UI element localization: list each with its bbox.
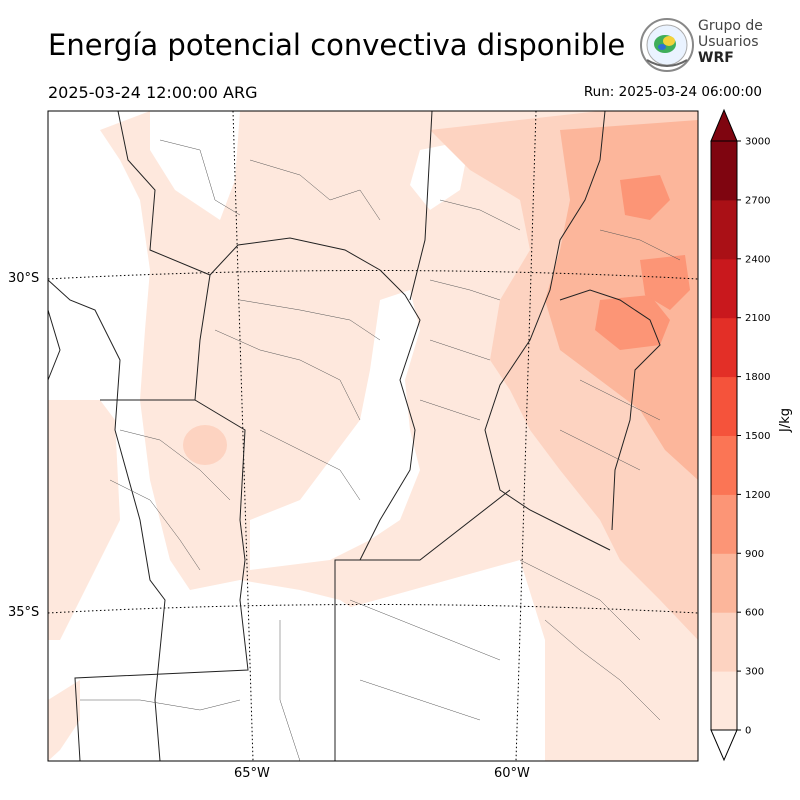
logo-emblem-icon: [640, 18, 694, 72]
logo-line-2: Usuarios: [698, 34, 759, 50]
colorbar-units: J/kg: [778, 408, 793, 432]
parallel-35s: [47, 604, 699, 614]
logo-line-1: Grupo de: [698, 18, 763, 34]
cape-gap-1: [250, 290, 420, 570]
cape-band-900-1200-c: [640, 255, 690, 310]
cape-band-900-1200-a: [595, 295, 670, 350]
colorbar-tick-label-600: 600: [745, 608, 764, 619]
colorbar-tick-label-2400: 2400: [745, 254, 770, 265]
colorbar-tick-label-1500: 1500: [745, 431, 770, 442]
map-frame: [47, 110, 699, 762]
department-boundaries: [80, 139, 681, 762]
colorbar-extend-max: [710, 108, 738, 142]
cape-band-900-1200-b: [620, 175, 670, 220]
colorbar-bin-1: [711, 612, 737, 672]
province-boundaries: [47, 110, 661, 762]
colorbar-tick-label-1200: 1200: [745, 490, 770, 501]
meridian-60w: [515, 110, 537, 762]
colorbar-tick-label-0: 0: [745, 726, 751, 737]
colorbar: 0 300 600 900 1200 1500 1800 2100 2400 2700 3000: [710, 108, 770, 762]
colorbar-extend-min: [710, 729, 738, 762]
colorbar-tick-label-3000: 3000: [745, 137, 770, 148]
cape-band-0-300-west: [48, 400, 120, 640]
valid-time: 2025-03-24 12:00:00 ARG: [48, 83, 258, 102]
colorbar-bin-2: [711, 553, 737, 613]
logo-line-3: WRF: [698, 50, 734, 66]
cape-band-0-300-sw: [48, 680, 80, 761]
lat-label-35s: 35°S: [8, 605, 40, 620]
colorbar-bin-5: [711, 376, 737, 436]
cape-gap-4: [340, 560, 545, 761]
colorbar-tick-label-900: 900: [745, 549, 764, 560]
colorbar-tick-label-2700: 2700: [745, 195, 770, 206]
cape-gap-5: [240, 600, 340, 761]
graticule: [47, 110, 699, 762]
colorbar-bin-8: [711, 199, 737, 260]
colorbar-tick-label-300: 300: [745, 667, 764, 678]
colorbar-tick-label-1800: 1800: [745, 372, 770, 383]
colorbar-bin-3: [711, 494, 737, 554]
colorbar-bin-6: [711, 317, 737, 378]
lat-label-30s: 30°S: [8, 271, 40, 286]
cape-gap-3: [410, 140, 470, 210]
cape-gap-2: [150, 111, 240, 220]
map-title: Energía potencial convectiva disponible: [48, 28, 626, 62]
colorbar-tick-label-2100: 2100: [745, 313, 770, 324]
cape-band-300-600-blob: [183, 425, 227, 465]
colorbar-bin-9: [711, 141, 737, 201]
parallel-30s: [47, 270, 699, 280]
grupo-usuarios-wrf-logo: Grupo de Usuarios WRF: [638, 16, 768, 76]
meridian-65w: [232, 110, 254, 762]
lon-label-60w: 60°W: [494, 766, 530, 781]
colorbar-bin-4: [711, 435, 737, 495]
run-time: Run: 2025-03-24 06:00:00: [583, 84, 762, 100]
lon-label-65w: 65°W: [234, 766, 270, 781]
colorbar-bin-0: [711, 671, 737, 731]
colorbar-bin-7: [711, 258, 737, 319]
